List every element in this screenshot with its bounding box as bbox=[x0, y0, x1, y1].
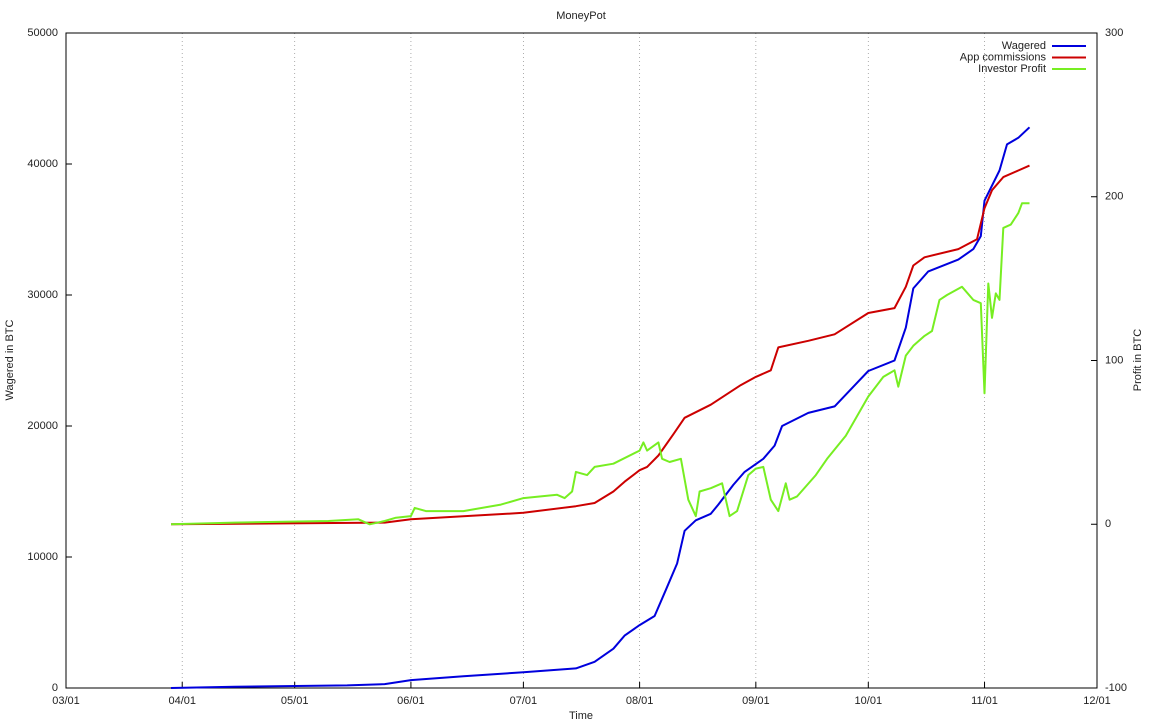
legend-label: Investor Profit bbox=[978, 63, 1046, 75]
x-tick-label: 09/01 bbox=[742, 695, 770, 707]
x-tick-label: 06/01 bbox=[397, 695, 425, 707]
x-axis-label: Time bbox=[569, 710, 593, 722]
x-tick-label: 04/01 bbox=[168, 695, 196, 707]
x-tick-label: 12/01 bbox=[1083, 695, 1111, 707]
data-line bbox=[170, 164, 1030, 526]
y2-tick-label: 0 bbox=[1105, 518, 1111, 530]
plot-border bbox=[65, 32, 1098, 689]
y-axis-label: Wagered in BTC bbox=[4, 319, 16, 400]
x-tick-label: 07/01 bbox=[510, 695, 538, 707]
y-tick-label: 20000 bbox=[27, 420, 58, 432]
y-tick-label: 0 bbox=[52, 682, 58, 694]
y2-axis-label: Profit in BTC bbox=[1132, 329, 1144, 391]
x-tick-label: 10/01 bbox=[855, 695, 883, 707]
data-line bbox=[170, 202, 1030, 526]
chart-title: MoneyPot bbox=[556, 10, 606, 22]
y2-tick-label: 300 bbox=[1105, 27, 1123, 39]
data-line bbox=[170, 126, 1031, 689]
x-tick-label: 11/01 bbox=[971, 695, 998, 707]
y-tick-label: 10000 bbox=[27, 551, 58, 563]
x-tick-label: 08/01 bbox=[626, 695, 654, 707]
legend-label: Wagered bbox=[1002, 40, 1046, 52]
y-tick-label: 40000 bbox=[27, 158, 58, 170]
y-tick-label: 30000 bbox=[27, 289, 58, 301]
y2-tick-label: -100 bbox=[1105, 682, 1127, 694]
y2-tick-label: 200 bbox=[1105, 191, 1123, 203]
y2-tick-label: 100 bbox=[1105, 354, 1123, 366]
legend-label: App commissions bbox=[960, 51, 1047, 63]
x-tick-label: 05/01 bbox=[281, 695, 309, 707]
y-tick-label: 50000 bbox=[27, 27, 58, 39]
x-tick-label: 03/01 bbox=[52, 695, 80, 707]
